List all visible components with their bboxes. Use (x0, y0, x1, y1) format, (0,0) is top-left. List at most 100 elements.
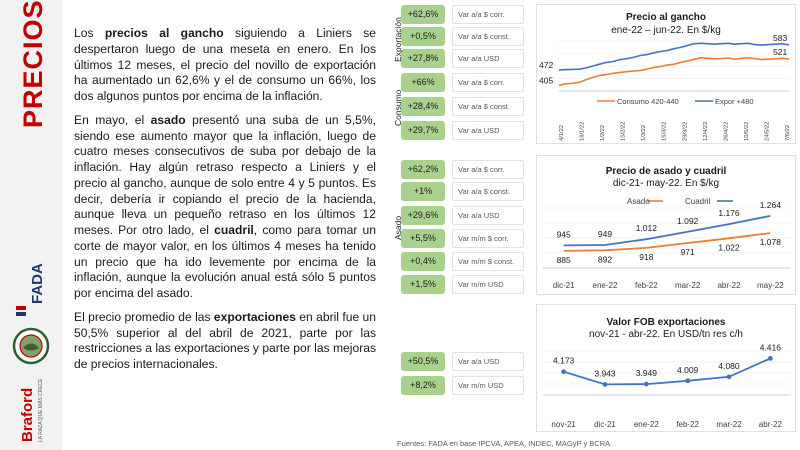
x-tick-label: 18/1/22 (580, 122, 586, 141)
chart-asado: 885 892 918 971 1.022 1.078 945 949 1.012 1.092 1.… (543, 197, 791, 290)
variation-badge: +27,8% (401, 49, 445, 68)
p2-run: presentó una suba de un 5,5%, siendo ese… (74, 112, 376, 237)
chart-asado-title: Precio de asado y cuadril (605, 166, 727, 177)
x-tick-label: 10/5/22 (744, 122, 750, 141)
x-tick-label: may-22 (757, 281, 784, 290)
variation-label: Var m/m USD (452, 376, 524, 395)
data-label: 3.943 (594, 368, 616, 378)
data-point (602, 381, 608, 387)
x-tick-label: feb-22 (676, 420, 699, 429)
data-label: 472 (539, 60, 553, 70)
svg-text:Braford: Braford (19, 388, 36, 442)
p3-run: exportaciones (213, 309, 296, 324)
variation-label: Var a/a $ corr. (452, 73, 524, 92)
variation-badge: +1,5% (401, 275, 445, 294)
chart-fob-title: Valor FOB exportaciones (606, 317, 726, 328)
x-tick-label: 1/2/22 (600, 125, 606, 141)
data-label: 4.009 (677, 365, 699, 375)
data-label: 945 (557, 229, 571, 239)
data-label: 1.012 (636, 223, 658, 233)
x-tick-label: 15/3/22 (662, 122, 668, 141)
chart-gancho-subtitle: ene-22 – jun-22. En $/kg (611, 25, 721, 36)
x-tick-label: dic-21 (553, 281, 575, 290)
chart-gancho-title: Precio al gancho (625, 12, 707, 23)
variation-label: Var a/a $ corr. (452, 5, 524, 24)
x-tick-label: 26/4/22 (723, 122, 729, 141)
x-tick-label: abr-22 (759, 420, 783, 429)
data-label: 1.092 (677, 216, 699, 226)
paragraph-gancho: Los precios al gancho siguiendo a Linier… (74, 26, 376, 105)
data-label: 4.080 (718, 361, 740, 371)
svg-text:FADA: FADA (29, 263, 46, 304)
series-line-expor (558, 42, 790, 71)
data-label: 583 (773, 33, 787, 43)
group-label-consumo: Consumo (393, 89, 403, 126)
variation-badge: +62,6% (401, 5, 445, 24)
variation-badge: +62,2% (401, 160, 445, 179)
side-title: PRECIOS (18, 0, 48, 128)
x-tick-label: mar-22 (716, 420, 742, 429)
data-label: 521 (773, 47, 787, 57)
body-text: Los precios al gancho siguiendo a Linier… (74, 26, 376, 381)
data-label: 1.176 (718, 208, 740, 218)
data-label: 949 (598, 229, 612, 239)
variation-badge: +0,5% (401, 27, 445, 46)
fada-logo-icon: FADA (16, 263, 46, 316)
variation-label: Var a/a USD (452, 121, 524, 140)
data-point (643, 381, 649, 387)
variation-badge: +66% (401, 73, 445, 92)
data-label: 1.078 (760, 237, 782, 247)
variation-label: Var m/m $ corr. (452, 229, 524, 248)
seal-logo-icon (12, 327, 50, 365)
data-label: 892 (598, 254, 612, 264)
x-tick-label: abr-22 (717, 281, 741, 290)
variation-label: Var a/a USD (452, 352, 524, 371)
x-tick-label: ene-22 (593, 281, 618, 290)
chart-fob: 4.173 3.943 3.949 4.009 4.080 4.416 nov-21 dic-… (543, 342, 791, 429)
braford-logo-icon: Braford LA RAZA QUE MÁS CRECE (19, 378, 44, 442)
svg-text:LA RAZA QUE MÁS CRECE: LA RAZA QUE MÁS CRECE (37, 378, 44, 442)
side-band (0, 0, 62, 450)
series-line-consumo (558, 56, 790, 87)
variation-badge: +5,5% (401, 229, 445, 248)
legend-label-asado: Asado (627, 197, 650, 206)
data-label: 3.949 (636, 368, 658, 378)
x-tick-label: 4/1/22 (559, 125, 565, 141)
data-point (561, 369, 567, 375)
x-tick-label: 12/4/22 (703, 122, 709, 141)
variation-badge: +28,4% (401, 97, 445, 116)
p2-run: asado (150, 112, 186, 127)
data-label: 885 (557, 255, 571, 265)
variation-badge: +29,7% (401, 121, 445, 140)
series-line-cuadril (563, 215, 771, 247)
x-tick-label: 29/3/22 (682, 122, 688, 141)
data-label: 971 (681, 247, 695, 257)
variation-badge: +1% (401, 182, 445, 201)
paragraph-exportaciones: El precio promedio de las exportaciones … (74, 310, 376, 373)
variation-badge: +50,5% (401, 352, 445, 371)
variation-badge: +0,4% (401, 252, 445, 271)
x-tick-label: 1/3/22 (641, 125, 647, 141)
chart-asado-subtitle: dic-21- may-22. En $/kg (612, 178, 720, 189)
chart-gancho-panel: Precio al gancho ene-22 – jun-22. En $/k… (536, 4, 796, 144)
x-tick-label: feb-22 (635, 281, 658, 290)
x-tick-label: dic-21 (594, 420, 616, 429)
data-label: 4.416 (760, 342, 782, 352)
group-label-asado: Asado (393, 215, 403, 240)
chart-asado-panel: Precio de asado y cuadril dic-21- may-22… (536, 155, 796, 295)
p1-run: precios al gancho (104, 26, 224, 40)
x-tick-label: ene-22 (634, 420, 659, 429)
x-tick-label: 24/5/22 (764, 122, 770, 141)
variation-label: Var a/a $ const. (452, 27, 524, 46)
x-tick-label: 7/6/22 (785, 125, 791, 141)
variation-label: Var a/a USD (452, 49, 524, 68)
p3-run: El precio promedio de las (74, 309, 214, 324)
variation-label: Var a/a $ corr. (452, 160, 524, 179)
data-point (767, 355, 773, 361)
data-label: 4.173 (553, 356, 575, 366)
data-point (726, 374, 732, 380)
side-title-text: PRECIOS (18, 0, 48, 128)
data-label: 1.264 (760, 200, 782, 210)
legend-label-cuadril: Cuadril (685, 197, 711, 206)
